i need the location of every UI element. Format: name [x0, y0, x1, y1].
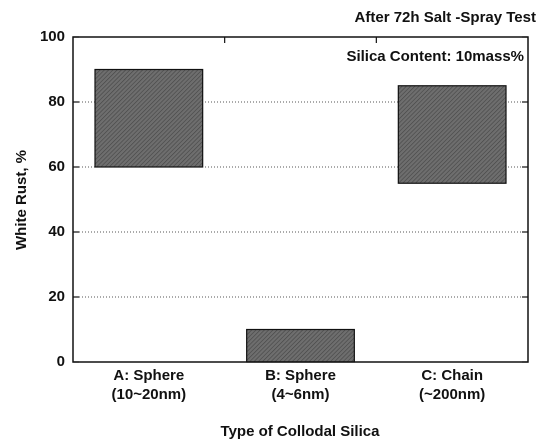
y-tick-label: 100	[40, 28, 65, 45]
y-tick-label: 60	[48, 158, 65, 175]
annotation: After 72h Salt -Spray Test	[355, 9, 536, 26]
x-tick-label: C: Chain	[421, 367, 483, 384]
y-axis-label: White Rust, %	[13, 150, 30, 250]
y-tick-label: 40	[48, 223, 65, 240]
bar	[397, 85, 507, 184]
bar	[246, 328, 355, 363]
x-tick-label: (4~6nm)	[272, 386, 330, 403]
x-tick-label: A: Sphere	[113, 367, 184, 384]
y-tick-label: 0	[57, 353, 65, 370]
x-tick-label: B: Sphere	[265, 367, 336, 384]
annotation: Silica Content: 10mass%	[346, 48, 524, 65]
x-tick-label: (~200nm)	[419, 386, 485, 403]
bar	[94, 68, 204, 168]
x-tick-label: (10~20nm)	[112, 386, 187, 403]
plot-frame	[72, 36, 529, 363]
y-tick-label: 20	[48, 288, 65, 305]
y-tick-label: 80	[48, 93, 65, 110]
x-axis-label: Type of Collodal Silica	[221, 423, 381, 440]
